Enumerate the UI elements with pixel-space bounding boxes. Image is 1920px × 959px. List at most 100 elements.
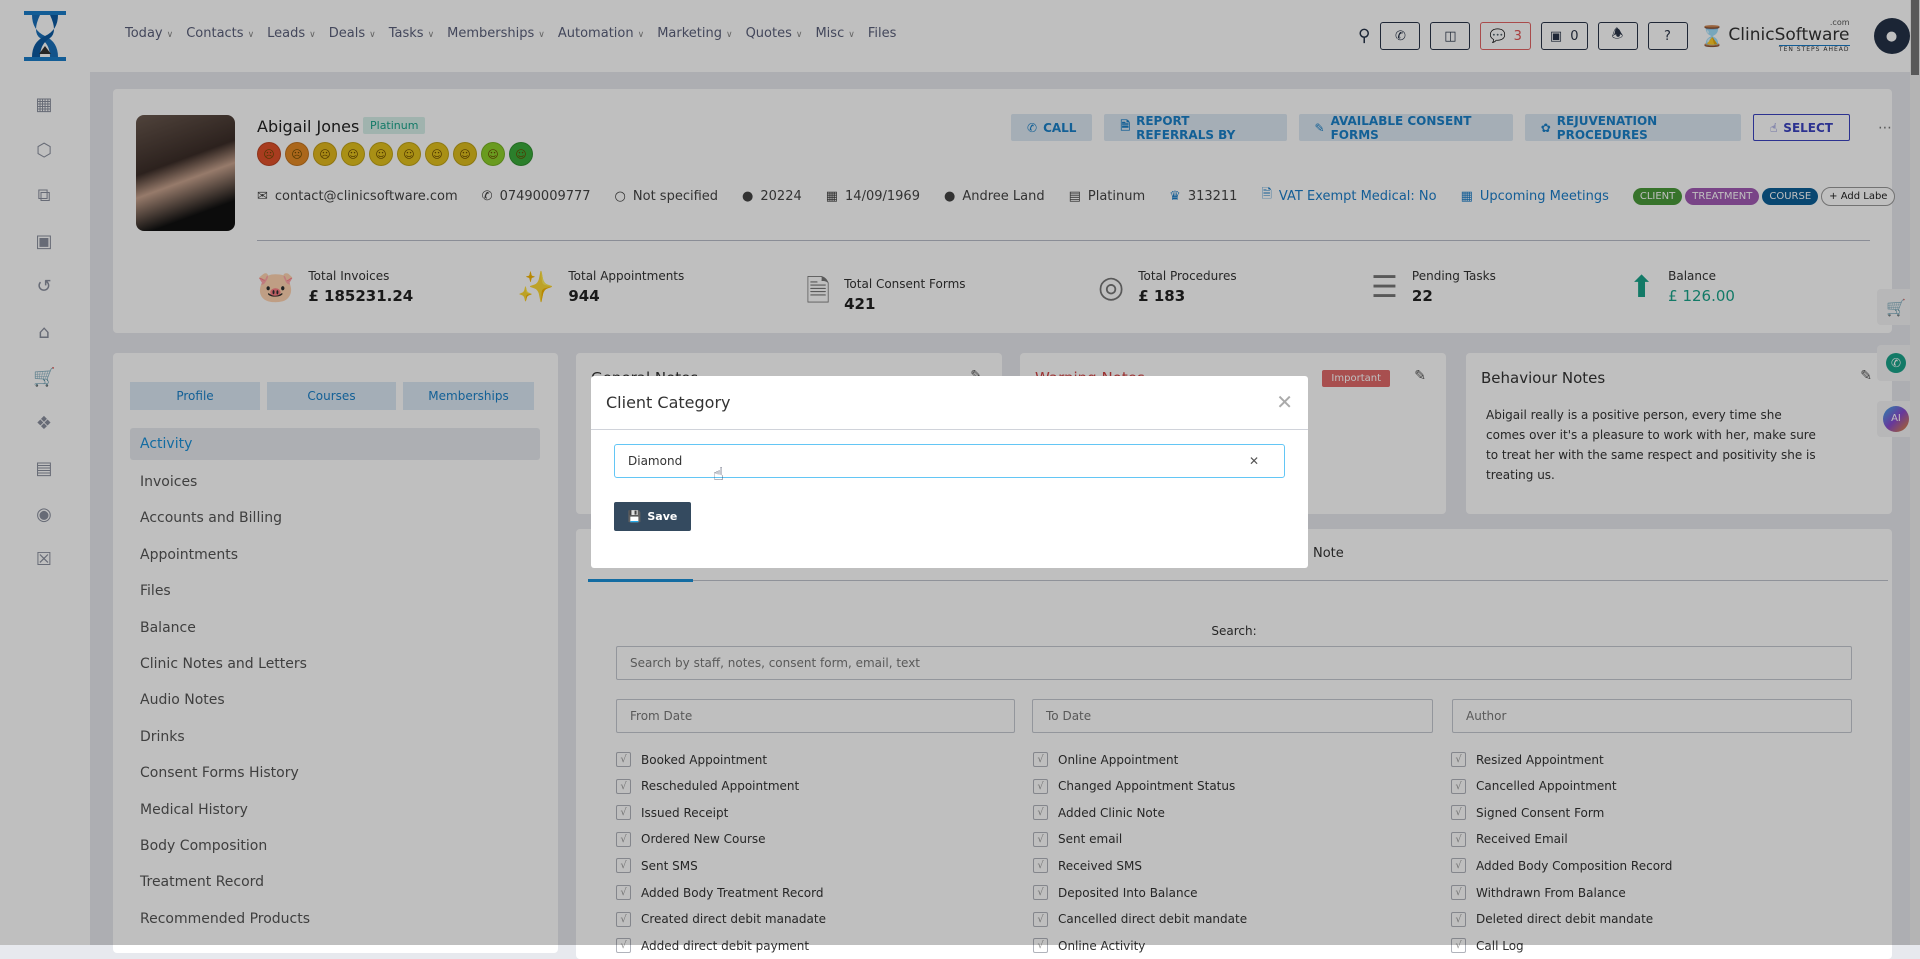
tier-badge[interactable]: Platinum: [363, 117, 426, 134]
category-select[interactable]: Diamond ✕: [614, 444, 1285, 478]
upcoming-meetings-link[interactable]: Upcoming Meetings: [1479, 188, 1609, 204]
filter-checkbox[interactable]: √ Deleted direct debit mandate: [1451, 911, 1653, 927]
rating-smiley-6[interactable]: ☺: [397, 142, 421, 166]
filter-checkbox[interactable]: √ Cancelled Appointment: [1451, 778, 1617, 794]
filter-checkbox[interactable]: √ Signed Consent Form: [1451, 805, 1604, 821]
pencil-icon[interactable]: ✎: [1414, 368, 1426, 384]
filter-checkbox[interactable]: √ Issued Receipt: [616, 805, 728, 821]
inbox-button[interactable]: ◫: [1430, 22, 1471, 50]
report-icon[interactable]: ▤: [35, 458, 53, 479]
filter-checkbox[interactable]: √ Received SMS: [1033, 858, 1142, 874]
nav-automation[interactable]: Automation ∨: [558, 26, 644, 41]
nav-quotes[interactable]: Quotes ∨: [746, 26, 803, 41]
filter-checkbox[interactable]: √ Rescheduled Appointment: [616, 778, 799, 794]
messages-button[interactable]: 💬 3: [1480, 22, 1531, 50]
rating-smiley-9[interactable]: ☺: [481, 142, 505, 166]
nav-today[interactable]: Today ∨: [125, 26, 173, 41]
call-button[interactable]: ✆ CALL: [1011, 114, 1093, 141]
filter-checkbox[interactable]: √ Cancelled direct debit mandate: [1033, 911, 1247, 927]
copy-icon[interactable]: ⧉: [37, 185, 51, 206]
checkbox-icon[interactable]: √: [1451, 778, 1466, 794]
checkbox-icon[interactable]: √: [1451, 805, 1466, 821]
box-icon[interactable]: ⬡: [36, 139, 52, 161]
menu-item-accounts-and-billing[interactable]: Accounts and Billing: [140, 510, 282, 527]
notifications-button[interactable]: 🕭: [1597, 22, 1638, 50]
checkbox-icon[interactable]: √: [1451, 831, 1466, 847]
checkbox-icon[interactable]: √: [1033, 752, 1048, 767]
lock-icon[interactable]: ☒: [35, 549, 53, 570]
tab-profile[interactable]: Profile: [130, 382, 260, 410]
menu-item-balance[interactable]: Balance: [140, 619, 196, 636]
tag-icon[interactable]: ❖: [35, 412, 53, 434]
checkbox-icon[interactable]: √: [616, 778, 631, 794]
tab-courses[interactable]: Courses: [267, 382, 396, 410]
menu-item-consent-forms-history[interactable]: Consent Forms History: [140, 765, 299, 782]
checkbox-icon[interactable]: √: [1033, 778, 1048, 794]
cart-icon[interactable]: 🛒: [33, 367, 56, 388]
filter-checkbox[interactable]: √ Added Clinic Note: [1033, 805, 1165, 821]
menu-item-body-composition[interactable]: Body Composition: [140, 837, 268, 854]
menu-item-clinic-notes-and-letters[interactable]: Clinic Notes and Letters: [140, 655, 307, 672]
vat-status-link[interactable]: VAT Exempt Medical: No: [1278, 188, 1437, 204]
pencil-icon[interactable]: ✎: [1860, 368, 1872, 384]
filter-checkbox[interactable]: √ Resized Appointment: [1451, 752, 1604, 767]
rating-smiley-1[interactable]: ☹: [257, 142, 281, 166]
rating-smiley-5[interactable]: ☺: [369, 142, 393, 166]
checkbox-icon[interactable]: √: [1033, 911, 1048, 927]
menu-item-medical-history[interactable]: Medical History: [140, 801, 248, 818]
nav-memberships[interactable]: Memberships ∨: [447, 26, 545, 41]
checkbox-icon[interactable]: √: [1451, 752, 1466, 767]
filter-checkbox[interactable]: √ Changed Appointment Status: [1033, 778, 1235, 794]
nav-tasks[interactable]: Tasks ∨: [389, 26, 434, 41]
menu-item-files[interactable]: Files: [140, 583, 171, 600]
nav-files[interactable]: Files: [868, 26, 897, 41]
add-label-button[interactable]: + Add Labe: [1821, 186, 1896, 206]
nav-misc[interactable]: Misc ∨: [815, 26, 854, 41]
user-circle-icon[interactable]: ◉: [36, 503, 52, 525]
consent-forms-button[interactable]: ✎ AVAILABLE CONSENT FORMS: [1298, 114, 1513, 142]
label-client[interactable]: CLIENT: [1632, 187, 1683, 205]
history-icon[interactable]: ↺: [36, 276, 52, 297]
close-icon[interactable]: ✕: [1276, 390, 1293, 414]
cart-widget[interactable]: 🛒: [1877, 289, 1915, 325]
user-avatar[interactable]: ●: [1873, 18, 1910, 54]
client-category[interactable]: Platinum: [1087, 188, 1146, 204]
help-button[interactable]: ?: [1647, 22, 1688, 50]
scrollbar[interactable]: [1910, 0, 1920, 945]
rating-smiley-8[interactable]: ☺: [453, 142, 477, 166]
filter-checkbox[interactable]: √ Online Appointment: [1033, 752, 1178, 767]
filter-checkbox[interactable]: √ Deposited Into Balance: [1033, 885, 1198, 900]
shop-button[interactable]: ▣ 0: [1540, 22, 1588, 50]
filter-checkbox[interactable]: √ Added Body Treatment Record: [616, 885, 824, 900]
label-course[interactable]: COURSE: [1762, 187, 1819, 205]
checkbox-icon[interactable]: √: [616, 831, 631, 847]
gift-icon[interactable]: ⌂: [38, 321, 50, 343]
menu-item-invoices[interactable]: Invoices: [140, 474, 198, 490]
select-button[interactable]: ☝ SELECT: [1752, 114, 1850, 141]
checkbox-icon[interactable]: √: [1033, 885, 1048, 900]
report-referrals-button[interactable]: 🗎 REPORT REFERRALS BY: [1104, 114, 1287, 142]
menu-item-audio-notes[interactable]: Audio Notes: [140, 692, 225, 709]
checkbox-icon[interactable]: √: [616, 885, 631, 900]
to-date-input[interactable]: To Date: [1032, 699, 1433, 733]
filter-checkbox[interactable]: √ Added Body Composition Record: [1451, 858, 1672, 874]
rating-smiley-2[interactable]: ☹: [285, 142, 309, 166]
menu-item-recommended-products[interactable]: Recommended Products: [140, 910, 311, 927]
checkbox-icon[interactable]: √: [1033, 858, 1048, 874]
filter-checkbox[interactable]: √ Withdrawn From Balance: [1451, 885, 1626, 900]
filter-checkbox[interactable]: √ Received Email: [1451, 831, 1568, 847]
checkbox-icon[interactable]: √: [1033, 831, 1048, 847]
clear-icon[interactable]: ✕: [1248, 454, 1259, 468]
tab-note[interactable]: Note: [1313, 546, 1344, 561]
menu-item-activity[interactable]: Activity: [130, 428, 540, 460]
checkbox-icon[interactable]: √: [1451, 858, 1466, 874]
filter-checkbox[interactable]: √ Sent email: [1033, 831, 1122, 847]
search-icon[interactable]: ⚲: [1358, 26, 1371, 46]
checkbox-icon[interactable]: √: [616, 805, 631, 821]
nav-leads[interactable]: Leads ∨: [267, 26, 316, 41]
from-date-input[interactable]: From Date: [616, 699, 1015, 733]
menu-item-drinks[interactable]: Drinks: [140, 728, 185, 745]
checkbox-icon[interactable]: √: [1451, 885, 1466, 900]
rating-smiley-4[interactable]: ☺: [341, 142, 365, 166]
call-log-button[interactable]: ✆: [1380, 22, 1421, 50]
